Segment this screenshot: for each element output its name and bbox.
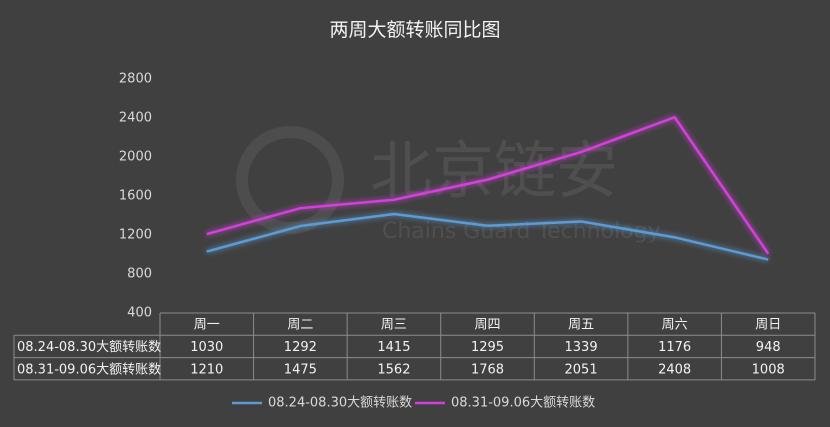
- y-tick-label: 1600: [119, 189, 152, 204]
- y-tick-label: 2400: [119, 111, 152, 126]
- table-cell: 1176: [658, 340, 691, 355]
- y-tick-label: 1200: [119, 228, 152, 243]
- table-cell: 1030: [190, 340, 223, 355]
- legend-label: 08.24-08.30大额转账数: [268, 396, 412, 411]
- table-row-header: 08.24-08.30大额转账数: [17, 340, 161, 355]
- x-tick-label: 周五: [568, 318, 594, 333]
- x-tick-label: 周三: [381, 318, 407, 333]
- watermark-subtitle: Chains Guard Technology: [382, 219, 661, 244]
- table-row-header: 08.31-09.06大额转账数: [17, 362, 161, 377]
- y-tick-label: 2800: [119, 72, 152, 87]
- table-cell: 1008: [752, 362, 785, 377]
- x-tick-label: 周六: [662, 318, 688, 333]
- x-tick-label: 周一: [194, 318, 220, 333]
- table-cell: 1295: [471, 340, 504, 355]
- y-tick-label: 2000: [119, 150, 152, 165]
- table-cell: 1415: [377, 340, 410, 355]
- x-tick-label: 周四: [474, 318, 500, 333]
- table-cell: 2408: [658, 362, 691, 377]
- series-line: [206, 115, 770, 255]
- table-cell: 2051: [565, 362, 598, 377]
- legend-label: 08.31-09.06大额转账数: [451, 396, 595, 411]
- table-cell: 1768: [471, 362, 504, 377]
- table-cell: 1292: [284, 340, 317, 355]
- table-cell: 1562: [377, 362, 410, 377]
- table-cell: 948: [756, 340, 781, 355]
- table-cell: 1475: [284, 362, 317, 377]
- series-line: [206, 212, 769, 261]
- table-cell: 1210: [190, 362, 223, 377]
- table-cell: 1339: [565, 340, 598, 355]
- y-tick-label: 400: [127, 306, 152, 321]
- y-tick-label: 800: [127, 267, 152, 282]
- x-tick-label: 周日: [755, 318, 781, 333]
- chart-title: 两周大额转账同比图: [329, 19, 500, 41]
- x-tick-label: 周二: [287, 318, 313, 333]
